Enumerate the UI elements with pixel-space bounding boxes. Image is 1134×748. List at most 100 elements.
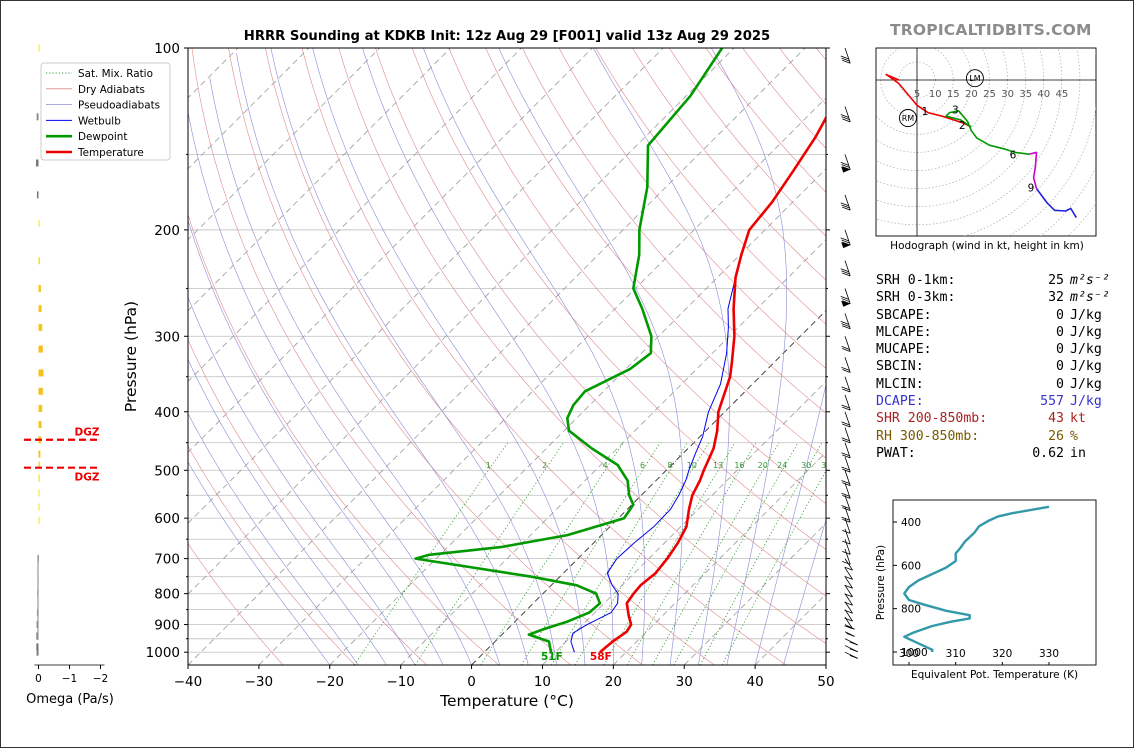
stats-unit: in [1070, 445, 1086, 461]
dry-adiabat [338, 48, 826, 644]
dry-adiabat [265, 48, 715, 665]
stats-value: 557 [1040, 394, 1064, 410]
omega-bar [38, 461, 41, 469]
x-tick-label: 40 [747, 674, 764, 690]
hodograph-ring-label: 40 [1037, 89, 1050, 100]
stats-unit: J/kg [1070, 342, 1102, 358]
omega-bar [36, 648, 39, 656]
wind-barb [840, 154, 851, 173]
omega-bar [38, 284, 41, 292]
stats-value: 25 [1048, 273, 1064, 288]
wind-barb [844, 567, 853, 580]
stats-unit: J/kg [1070, 359, 1102, 375]
dry-adiabat [191, 48, 571, 665]
omega-bar [36, 191, 39, 199]
wind-barb [840, 194, 851, 211]
series-dewpoint [414, 48, 724, 653]
stats-label: MLCAPE: [876, 324, 932, 340]
theta-e-area [903, 505, 1050, 652]
stats-value: 0 [1056, 342, 1064, 358]
omega-bar [38, 474, 40, 482]
omega-axis-label: Omega (Pa/s) [26, 692, 114, 707]
hodograph-ring-label: 45 [1056, 89, 1069, 100]
isotherm [188, 48, 806, 665]
omega-bar [38, 345, 43, 353]
mixing-ratio-line [480, 442, 624, 665]
hodograph-segment [1035, 188, 1077, 219]
stats-unit: kt [1070, 411, 1086, 427]
isotherm [258, 97, 826, 665]
stats-row: SRH 0-3km: 32 m²s⁻² [876, 289, 1110, 306]
skewt-series: 58F 51F [414, 48, 826, 663]
series-wetbulb [570, 277, 736, 653]
stats-row: MLCAPE: 0 J/kg [876, 324, 1110, 341]
mixing-ratio-label: 36 [821, 461, 831, 470]
stats-value: 32 [1048, 290, 1064, 306]
dry-adiabat [301, 48, 787, 665]
pseudoadiabat [188, 412, 359, 665]
dry-adiabat [558, 48, 826, 369]
stats-unit: J/kg [1070, 376, 1102, 392]
hodograph-area: 5 10 15 20 25 30 35 40 45 1 23 6 9 RM LM [876, 48, 1096, 236]
hodograph-height-label: 6 [1010, 150, 1017, 162]
theta-e-x-tick-label: 310 [946, 648, 966, 660]
wind-barb [842, 548, 851, 565]
mixing-ratio-label: 1 [486, 461, 491, 470]
wind-barb [840, 47, 851, 64]
pseudoadiabat [783, 518, 826, 665]
omega-bar [38, 323, 43, 331]
hodograph-ring-label: 10 [929, 89, 942, 100]
stats-row: MUCAPE: 0 J/kg [876, 341, 1110, 358]
dry-adiabat [188, 542, 284, 665]
hodograph-ring-label: 20 [965, 89, 978, 100]
theta-e-panel: 300 310 320 330 400 600 800 1000 Equivalent Pot.… [875, 499, 1097, 681]
stats-label: SRH 0-1km: [876, 273, 956, 288]
stats-table: SRH 0-1km: 25 m²s⁻² SRH 0-3km: 32 m²s⁻² SBCAPE… [876, 272, 1110, 462]
storm-motion-marker [899, 109, 917, 127]
pseudoadiabat [423, 48, 646, 665]
wind-barb [840, 288, 851, 307]
omega-bar [38, 516, 40, 524]
omega-bar [36, 159, 39, 167]
storm-motion-label: LM [969, 74, 980, 83]
hodograph-height-label: 2 [959, 120, 966, 132]
mixing-ratio-label: 13 [713, 461, 723, 470]
stats-row: SBCIN: 0 J/kg [876, 358, 1110, 375]
hodograph-height-label: 3 [952, 105, 959, 117]
dgz-label: DGZ [75, 472, 100, 484]
omega-tick-label: −1 [62, 673, 77, 685]
theta-e-x-tick-label: 320 [992, 648, 1012, 660]
wind-barb [841, 357, 851, 373]
stats-label: SBCIN: [876, 359, 924, 375]
wind-barb [844, 576, 853, 589]
omega-bar [38, 219, 40, 227]
hodograph-ring-label: 30 [1001, 89, 1014, 100]
mixing-ratio-line [550, 442, 688, 665]
theta-e-y-tick-label: 600 [901, 560, 921, 572]
hodograph-segment [945, 110, 1030, 155]
stats-unit: m²s⁻² [1070, 290, 1110, 306]
isotherm [0, 48, 25, 665]
pseudoadiabat [188, 296, 416, 665]
stats-row: SBCAPE: 0 J/kg [876, 307, 1110, 324]
hodograph-height-label: 1 [922, 106, 929, 118]
wind-barb [844, 624, 855, 630]
mixing-ratio-label: 10 [687, 461, 697, 470]
y-tick-label: 200 [154, 223, 180, 239]
legend-entry: Sat. Mix. Ratio [78, 68, 153, 80]
hodograph-ring-label: 35 [1019, 89, 1032, 100]
y-tick-label: 100 [154, 41, 180, 57]
wind-barb [841, 376, 851, 393]
dry-adiabat [595, 48, 826, 325]
omega-bar [36, 643, 39, 651]
dgz-label: DGZ [75, 427, 100, 439]
wind-barb [844, 651, 858, 659]
hodograph-panel: 5 10 15 20 25 30 35 40 45 1 23 6 9 RM LM [875, 47, 1097, 237]
wind-barb [841, 411, 851, 428]
x-tick-label: −40 [174, 674, 203, 690]
hodograph-ring-label: 15 [947, 89, 960, 100]
pseudoadiabat [188, 110, 472, 665]
mixing-ratio-line [521, 442, 661, 665]
stats-row: PWAT: 0.62 in [876, 445, 1110, 462]
